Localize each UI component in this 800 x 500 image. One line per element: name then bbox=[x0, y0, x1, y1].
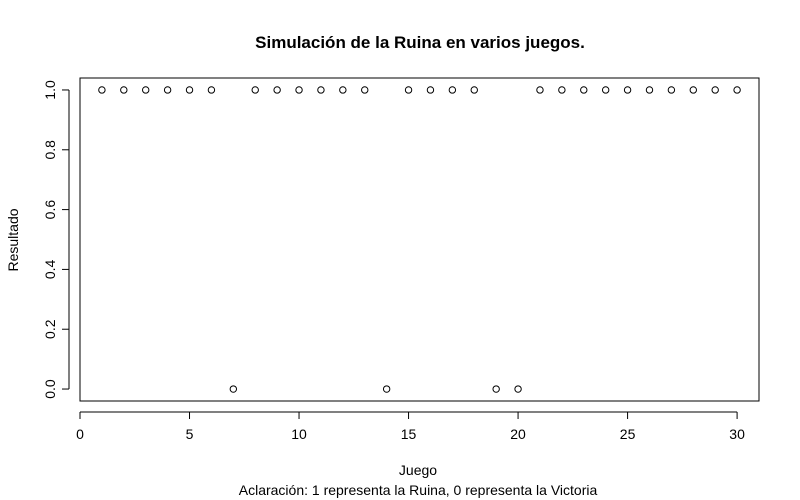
x-tick-label: 20 bbox=[510, 426, 526, 442]
data-point bbox=[733, 86, 741, 94]
data-point bbox=[601, 86, 610, 94]
data-point bbox=[251, 86, 259, 94]
y-axis-label: Resultado bbox=[5, 208, 21, 271]
data-point bbox=[492, 385, 500, 393]
data-point bbox=[711, 86, 719, 94]
data-point bbox=[98, 86, 106, 94]
data-point bbox=[339, 86, 347, 94]
chart-title: Simulación de la Ruina en varios juegos. bbox=[255, 33, 585, 52]
data-point bbox=[361, 86, 369, 94]
x-tick-label: 25 bbox=[620, 426, 636, 442]
data-point bbox=[536, 86, 544, 94]
data-point bbox=[623, 86, 632, 94]
data-point bbox=[667, 86, 676, 94]
data-point bbox=[120, 86, 128, 94]
x-tick-label: 0 bbox=[76, 426, 84, 442]
data-points bbox=[98, 86, 741, 393]
x-axis-label: Juego bbox=[399, 462, 437, 478]
chart-subtitle: Aclaración: 1 representa la Ruina, 0 rep… bbox=[239, 482, 598, 498]
data-point bbox=[142, 86, 150, 94]
x-axis: 0 5 10 15 20 25 30 bbox=[76, 411, 745, 442]
y-axis: 0.0 0.2 0.4 0.6 0.8 1.0 bbox=[42, 80, 70, 399]
y-tick-label: 0.8 bbox=[42, 140, 58, 160]
y-tick-label: 0.0 bbox=[42, 379, 58, 399]
data-point bbox=[404, 86, 413, 94]
data-point bbox=[580, 86, 588, 94]
data-point bbox=[558, 86, 566, 94]
data-point bbox=[317, 86, 325, 94]
data-point bbox=[295, 86, 303, 94]
data-point bbox=[207, 86, 216, 94]
data-point bbox=[514, 385, 522, 393]
data-point bbox=[163, 86, 172, 94]
plot-frame bbox=[79, 77, 760, 402]
data-point bbox=[229, 385, 238, 393]
data-point bbox=[470, 86, 478, 94]
x-tick-label: 30 bbox=[729, 426, 745, 442]
x-tick-label: 5 bbox=[186, 426, 194, 442]
y-tick-label: 0.2 bbox=[42, 319, 58, 339]
x-tick-label: 15 bbox=[401, 426, 417, 442]
y-tick-label: 0.4 bbox=[42, 259, 58, 279]
data-point bbox=[448, 86, 457, 94]
y-tick-label: 0.6 bbox=[42, 200, 58, 220]
data-point bbox=[382, 385, 391, 393]
data-point bbox=[273, 86, 281, 94]
data-point bbox=[689, 86, 697, 94]
data-point bbox=[185, 86, 194, 94]
x-tick-label: 10 bbox=[291, 426, 307, 442]
data-point bbox=[426, 86, 435, 94]
y-tick-label: 1.0 bbox=[42, 80, 58, 100]
data-point bbox=[645, 86, 654, 94]
